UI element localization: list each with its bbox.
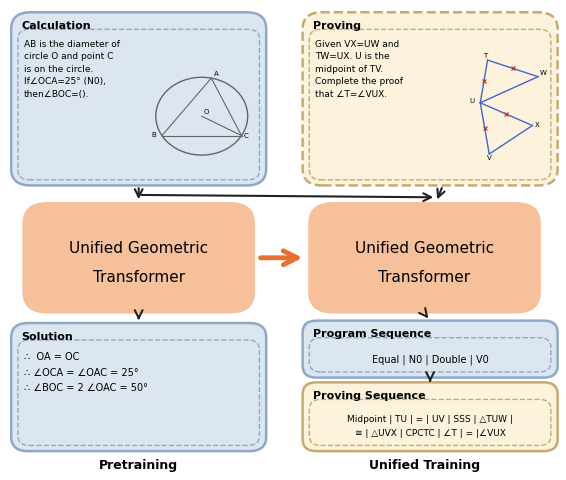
Text: Program Sequence: Program Sequence <box>312 329 431 339</box>
Text: Proving Sequence: Proving Sequence <box>312 391 425 401</box>
Text: Transformer: Transformer <box>93 270 185 286</box>
Text: V: V <box>486 155 491 161</box>
Text: Pretraining: Pretraining <box>99 459 178 472</box>
Text: O: O <box>204 109 209 115</box>
Text: AB is the diameter of
circle O and point C
is on the circle.
If∠OCA=25° (N0),
th: AB is the diameter of circle O and point… <box>24 40 119 99</box>
Text: C: C <box>244 133 248 139</box>
FancyBboxPatch shape <box>303 383 558 451</box>
Text: Equal | N0 | Double | V0: Equal | N0 | Double | V0 <box>372 354 488 365</box>
Text: B: B <box>152 132 157 138</box>
Text: Calculation: Calculation <box>22 21 91 31</box>
FancyBboxPatch shape <box>11 323 266 451</box>
Text: U: U <box>469 98 474 104</box>
FancyBboxPatch shape <box>303 321 558 378</box>
Text: X: X <box>535 122 539 128</box>
Text: Given VX=UW and
TW=UX. U is the
midpoint of TV.
Complete the proof
that ∠T=∠VUX.: Given VX=UW and TW=UX. U is the midpoint… <box>315 40 403 99</box>
Text: Proving: Proving <box>312 21 361 31</box>
Text: Midpoint | TU | = | UV | SSS | △TUW |
≅ | △UVX | CPCTC | ∠T | = |∠VUX: Midpoint | TU | = | UV | SSS | △TUW | ≅ … <box>347 415 513 438</box>
FancyBboxPatch shape <box>303 12 558 185</box>
Text: Unified Geometric: Unified Geometric <box>69 241 208 256</box>
Text: Solution: Solution <box>22 332 73 342</box>
FancyBboxPatch shape <box>11 12 266 185</box>
Text: W: W <box>540 70 547 76</box>
Text: Unified Training: Unified Training <box>369 459 480 472</box>
Text: ∴  OA = OC
∴ ∠OCA = ∠OAC = 25°
∴ ∠BOC = 2 ∠OAC = 50°: ∴ OA = OC ∴ ∠OCA = ∠OAC = 25° ∴ ∠BOC = 2… <box>24 352 147 393</box>
FancyBboxPatch shape <box>23 202 255 313</box>
FancyBboxPatch shape <box>308 202 541 313</box>
Text: Unified Geometric: Unified Geometric <box>355 241 494 256</box>
Text: A: A <box>213 71 218 77</box>
Text: Transformer: Transformer <box>379 270 470 286</box>
Text: T: T <box>483 53 487 59</box>
